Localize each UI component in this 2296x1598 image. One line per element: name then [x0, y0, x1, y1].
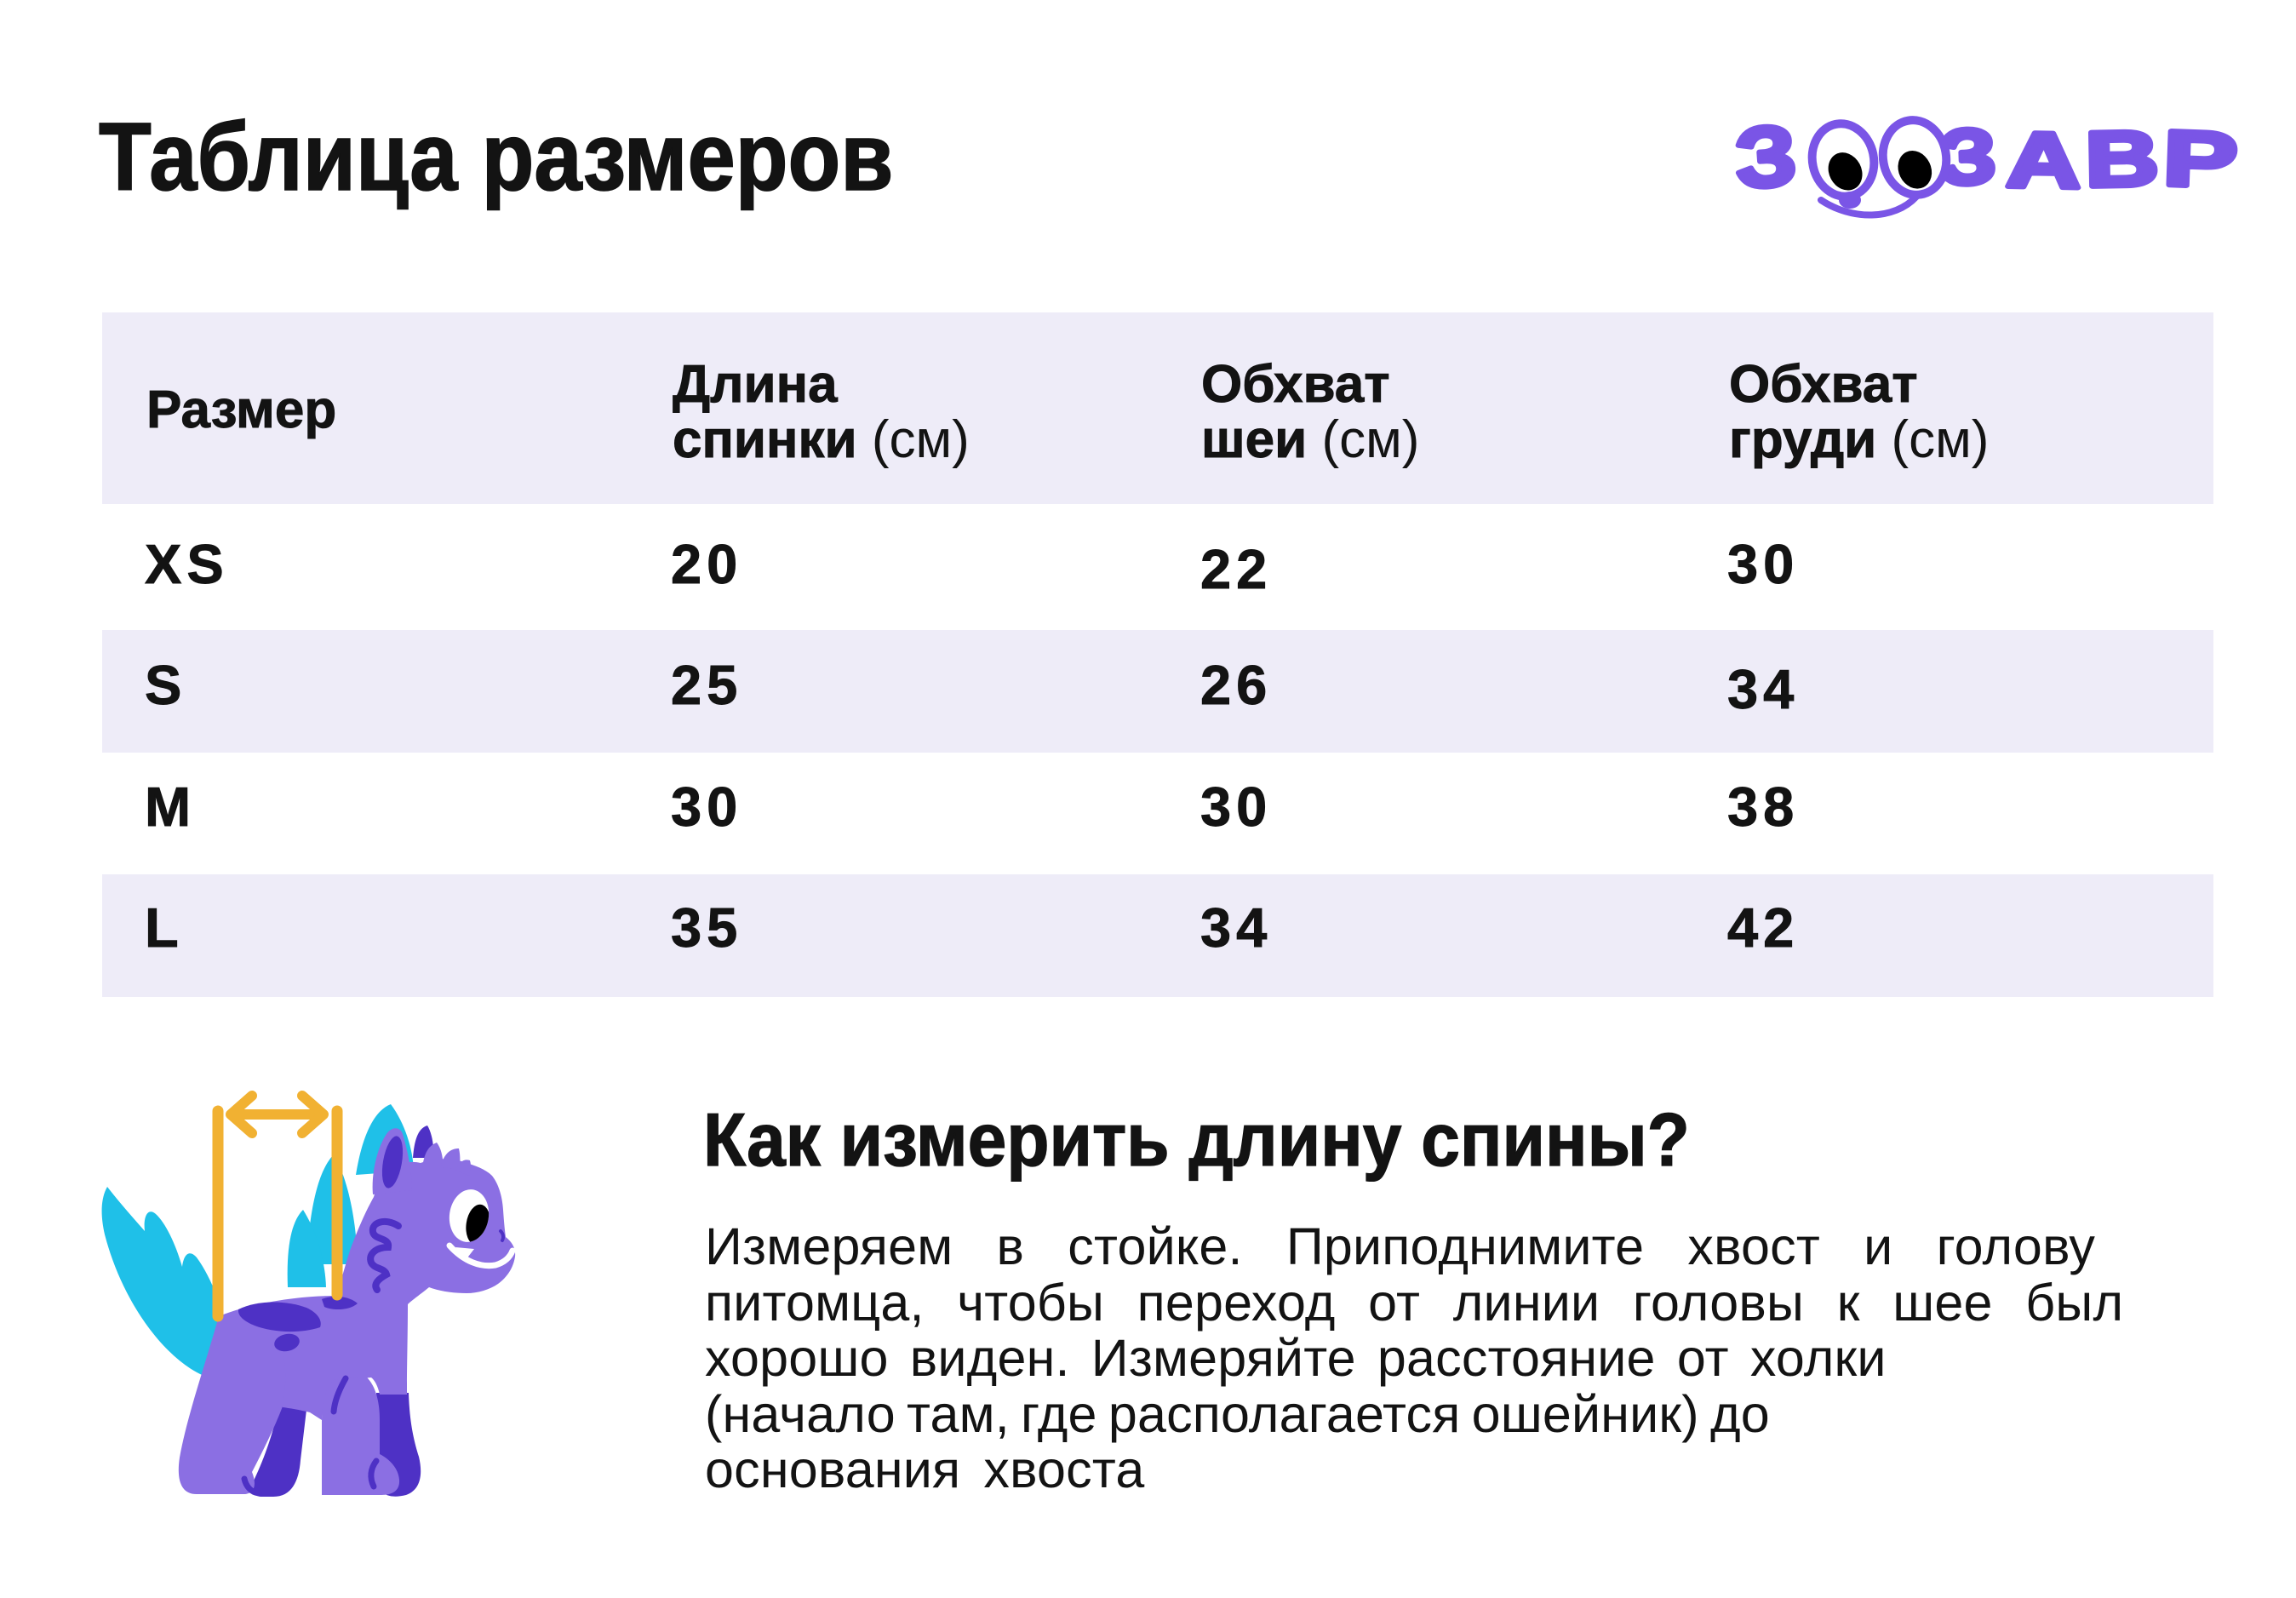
svg-text:А: А: [2006, 115, 2081, 204]
svg-text:З: З: [1937, 112, 1998, 202]
svg-text:З: З: [1732, 107, 1800, 207]
svg-text:В: В: [2085, 114, 2160, 203]
svg-text:Р: Р: [2161, 114, 2239, 204]
